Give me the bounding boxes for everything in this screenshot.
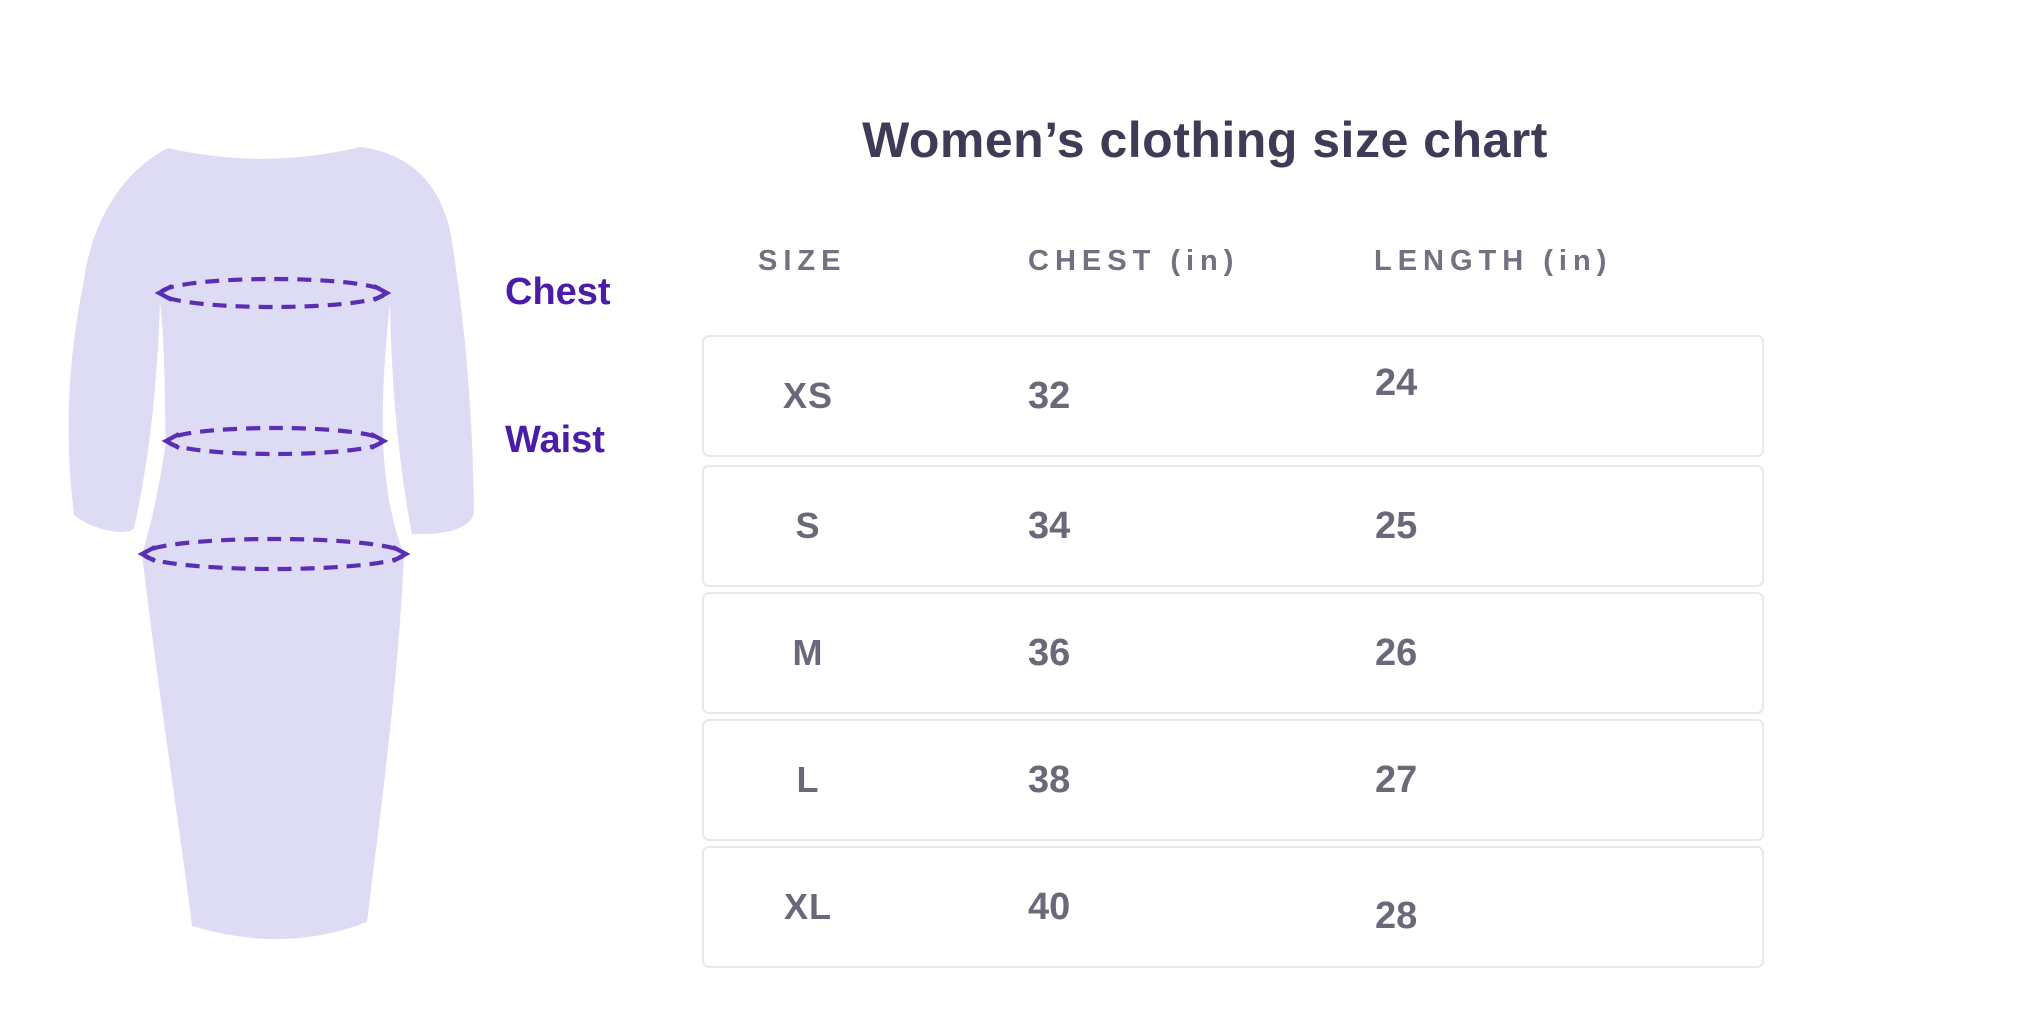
chest-arrow-left-icon (154, 284, 173, 302)
header-size: SIZE (758, 245, 847, 277)
size-cell: XL (783, 886, 832, 927)
chest-cell: 32 (1028, 374, 1071, 417)
size-cell: XS (782, 375, 834, 416)
chest-cell: 40 (1028, 885, 1071, 928)
chest-cell: 34 (1028, 504, 1071, 547)
header-length: LENGTH (in) (1374, 245, 1613, 277)
table-row-xl: XL 40 28 (702, 846, 1764, 968)
chest-arrow-right-icon (373, 284, 392, 302)
chest-cell: 38 (1028, 758, 1071, 801)
table-row-l: L 38 27 (702, 719, 1764, 841)
dress-illustration (68, 147, 475, 940)
waist-label: Waist (505, 419, 605, 461)
chest-cell: 36 (1028, 631, 1071, 674)
table-row-xs: XS 32 24 (702, 335, 1764, 457)
waist-arrow-left-icon (161, 432, 180, 450)
table-row-m: M 36 26 (702, 592, 1764, 714)
dress-silhouette (68, 147, 475, 940)
size-cell: S (795, 505, 821, 546)
length-cell: 27 (1375, 758, 1418, 801)
length-cell: 25 (1375, 504, 1418, 547)
chest-label: Chest (505, 271, 611, 313)
page-title: Women’s clothing size chart (862, 112, 1548, 168)
length-cell: 28 (1375, 894, 1418, 937)
length-cell: 26 (1375, 631, 1418, 674)
header-chest: CHEST (in) (1028, 245, 1240, 277)
waist-arrow-right-icon (370, 432, 389, 450)
size-cell: M (792, 632, 824, 673)
size-cell: L (796, 759, 820, 800)
hip-arrow-right-icon (392, 545, 411, 563)
table-header-row: SIZE CHEST (in) LENGTH (in) (0, 245, 2032, 285)
table-row-s: S 34 25 (702, 465, 1764, 587)
length-cell: 24 (1375, 361, 1418, 404)
hip-arrow-left-icon (137, 545, 156, 563)
